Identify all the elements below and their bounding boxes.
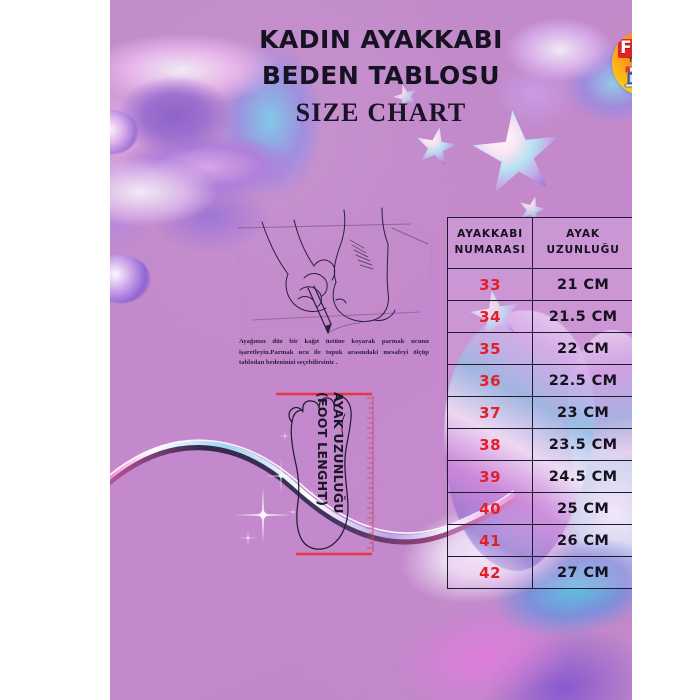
table-row: 39 24.5 CM	[446, 460, 632, 493]
cell-shoe-size: 42	[446, 556, 534, 589]
header-shoe-size: AYAKKABI NUMARASI	[446, 217, 534, 269]
cell-shoe-size: 39	[446, 460, 534, 493]
logo-letter-f: F	[618, 38, 632, 58]
table-row: 41 26 CM	[446, 524, 632, 557]
ruler-ticks	[367, 396, 374, 552]
title-line-2: BEDEN TABLOSU	[261, 60, 501, 90]
storefront-icon	[624, 66, 632, 88]
foot-length-label-line2: (FOOT LENGHT)	[315, 392, 330, 507]
cell-shoe-size: 40	[446, 492, 534, 525]
table-body: 33 21 CM 34 21.5 CM 35 22 CM 36 22.5 CM …	[446, 268, 632, 589]
table-row: 36 22.5 CM	[446, 364, 632, 397]
header-shoe-size-line1: AYAKKABI	[457, 228, 524, 241]
cell-foot-length: 21 CM	[532, 268, 632, 301]
foot-length-label-line1: AYAK UZUNLUĞU	[331, 392, 346, 514]
measuring-instruction-text: Ayağınızı düz bir kağıt üstüne koyarak p…	[239, 338, 429, 367]
cell-shoe-size: 38	[446, 428, 534, 461]
hand-tracing-foot-illustration	[233, 207, 433, 334]
size-chart-table: AYAKKABI NUMARASI AYAK UZUNLUĞU 33 21 CM…	[446, 217, 632, 589]
cell-foot-length: 21.5 CM	[532, 300, 632, 333]
table-row: 38 23.5 CM	[446, 428, 632, 461]
table-row: 40 25 CM	[446, 492, 632, 525]
cell-foot-length: 23 CM	[532, 396, 632, 429]
table-row: 34 21.5 CM	[446, 300, 632, 333]
title-line-1: KADIN AYAKKABI	[259, 25, 503, 54]
cell-shoe-size: 36	[446, 364, 534, 397]
cell-foot-length: 25 CM	[532, 492, 632, 525]
cell-shoe-size: 33	[446, 268, 534, 301]
cell-shoe-size: 37	[446, 396, 534, 429]
table-row: 42 27 CM	[446, 556, 632, 589]
cell-foot-length: 22.5 CM	[532, 364, 632, 397]
purple-background-panel: Ayağınızı düz bir kağıt üstüne koyarak p…	[110, 0, 632, 700]
cell-foot-length: 24.5 CM	[532, 460, 632, 493]
cell-foot-length: 27 CM	[532, 556, 632, 589]
page-title: KADIN AYAKKABI BEDEN TABLOSU SIZE CHART	[110, 22, 632, 132]
header-shoe-size-line2: NUMARASI	[454, 244, 526, 256]
sparkle-icon	[238, 528, 258, 548]
table-row: 35 22 CM	[446, 332, 632, 365]
foot-outline-diagram	[276, 392, 374, 556]
holographic-bead-icon	[110, 255, 150, 303]
table-row: 37 23 CM	[446, 396, 632, 429]
logo-letters: FRM	[612, 39, 632, 58]
header-foot-length-line2: UZUNLUĞU	[546, 244, 620, 256]
title-line-3: SIZE CHART	[295, 98, 467, 127]
cell-foot-length: 22 CM	[532, 332, 632, 365]
table-row: 33 21 CM	[446, 268, 632, 301]
cell-foot-length: 26 CM	[532, 524, 632, 557]
cell-foot-length: 23.5 CM	[532, 428, 632, 461]
cell-shoe-size: 34	[446, 300, 534, 333]
table-header-row: AYAKKABI NUMARASI AYAK UZUNLUĞU	[446, 217, 632, 269]
logo-subtitle: TRADE	[612, 57, 632, 64]
frm-trade-logo: FRM TRADE	[612, 30, 632, 96]
cell-shoe-size: 41	[446, 524, 534, 557]
header-foot-length-line1: AYAK	[566, 228, 601, 241]
header-foot-length: AYAK UZUNLUĞU	[532, 217, 632, 269]
foot-length-label: AYAK UZUNLUĞU (FOOT LENGHT)	[315, 392, 346, 552]
cell-shoe-size: 35	[446, 332, 534, 365]
